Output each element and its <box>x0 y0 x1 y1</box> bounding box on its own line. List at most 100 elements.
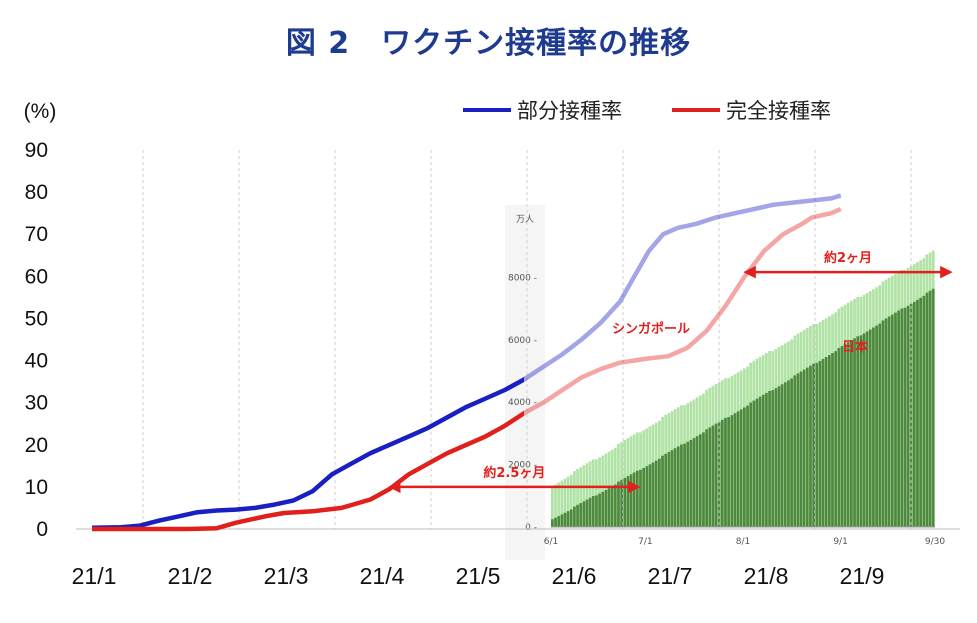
y-tick-label: 40 <box>25 350 48 373</box>
inset-bar-light <box>566 476 570 527</box>
inset-bar-dark <box>551 519 554 527</box>
y-tick-label: 0 <box>36 518 48 541</box>
y-tick-label: 60 <box>25 265 48 288</box>
inset-bar-dark <box>812 363 815 527</box>
inset-bar-dark <box>585 499 589 527</box>
inset-bar-dark <box>821 358 825 527</box>
y-tick-label: 80 <box>25 181 48 204</box>
y-axis-unit: (%) <box>24 100 57 123</box>
inset-bar-dark <box>620 479 623 527</box>
inset-bar-dark <box>692 438 696 527</box>
inset-bar-dark <box>661 455 664 527</box>
inset-bar-dark <box>705 429 708 527</box>
inset-bar-dark <box>777 386 781 527</box>
inset-bar-dark <box>890 314 894 527</box>
inset-bar-dark <box>573 506 576 527</box>
inset-bar-dark <box>686 441 690 527</box>
inset-bar-light <box>595 459 598 527</box>
inset-bar-dark <box>875 325 878 527</box>
inset-bar-dark <box>613 484 617 527</box>
inset-bar-dark <box>623 477 627 527</box>
inset-bar-dark <box>588 497 592 527</box>
inset-bar-dark <box>771 390 775 527</box>
inset-bar-dark <box>837 348 841 527</box>
inset-bar-dark <box>881 320 885 527</box>
inset-bar-dark <box>554 517 557 527</box>
series-full-line-faded <box>524 206 842 416</box>
inset-bar-dark <box>664 453 668 527</box>
inset-bar-dark <box>733 413 737 527</box>
inset-bar-light <box>551 486 554 527</box>
inset-bar-light <box>591 459 595 527</box>
inset-bar-dark <box>736 411 740 527</box>
legend-label: 完全接種率 <box>726 99 831 123</box>
inset-x-tick-label: 9/1 <box>833 537 847 547</box>
inset-bar-dark <box>853 338 856 527</box>
inset-bar-dark <box>610 486 614 527</box>
inset-bar-dark <box>626 476 630 527</box>
inset-bar-dark <box>761 394 765 527</box>
inset-bar-dark <box>903 307 907 527</box>
inset-y-unit: 万人 <box>516 214 534 225</box>
inset-bar-dark <box>560 514 564 527</box>
inset-bar-dark <box>673 448 677 527</box>
inset-bar-dark <box>576 504 579 527</box>
inset-bar-dark <box>629 474 633 527</box>
inset-bar-dark <box>645 466 649 527</box>
inset-bar-dark <box>683 443 686 527</box>
inset-bar-dark <box>667 451 671 527</box>
inset-bar-dark <box>824 357 828 527</box>
inset-x-tick-label: 8/1 <box>736 537 750 547</box>
series-partial-line-faded <box>524 193 842 383</box>
inset-bar-dark <box>702 432 705 527</box>
inset-bar-light <box>563 478 567 527</box>
x-tick-label: 21/8 <box>744 563 789 589</box>
inset-bar-dark <box>872 327 875 527</box>
inset-bar-dark <box>591 496 595 527</box>
inset-bar-dark <box>739 409 743 527</box>
inset-bar-dark <box>563 512 567 527</box>
inset-bar-dark <box>912 301 916 527</box>
inset-bar-light <box>588 461 592 527</box>
series-partial-line <box>91 376 524 530</box>
inset-bar-dark <box>846 342 850 527</box>
inset-label-japan: 日本 <box>842 339 868 355</box>
inset-bar-dark <box>724 417 727 527</box>
inset-bar-light <box>585 463 589 527</box>
inset-bar-dark <box>774 388 778 527</box>
inset-bar-dark <box>894 312 897 527</box>
inset-bar-light <box>582 465 586 527</box>
inset-bar-dark <box>834 351 838 527</box>
inset-bar-dark <box>617 481 620 527</box>
inset-bar-dark <box>928 290 932 527</box>
inset-bar-dark <box>802 369 806 527</box>
y-tick-label: 30 <box>25 392 48 415</box>
inset-bar-light <box>579 467 583 527</box>
inset-bar-dark <box>642 468 646 527</box>
inset-bar-light <box>557 482 561 527</box>
y-tick-label: 50 <box>25 307 48 330</box>
inset-bar-dark <box>743 407 746 527</box>
inset-bar-dark <box>689 439 693 527</box>
inset-bar-dark <box>566 511 570 527</box>
y-tick-label: 10 <box>25 476 48 499</box>
inset-bar-dark <box>698 434 702 527</box>
legend: 部分接種率 完全接種率 <box>463 99 831 123</box>
inset-y-tick-label: 4000 - <box>508 398 537 408</box>
inset-bar-dark <box>746 405 749 527</box>
x-tick-label: 21/4 <box>360 563 405 589</box>
series-full-line <box>92 410 524 532</box>
inset-bar-dark <box>670 450 674 527</box>
inset-bar-dark <box>711 425 715 527</box>
inset-bar-dark <box>878 323 882 527</box>
y-tick-label: 70 <box>25 223 48 246</box>
inset-bar-dark <box>787 380 790 527</box>
inset-bar-dark <box>919 297 923 527</box>
x-tick-label: 21/7 <box>648 563 693 589</box>
annotation-label: 約2.5ヶ月 <box>483 465 545 481</box>
inset-bar-dark <box>607 488 611 527</box>
inset-bar-dark <box>850 340 853 527</box>
inset-bar-dark <box>862 333 866 527</box>
inset-bar-dark <box>900 308 904 527</box>
